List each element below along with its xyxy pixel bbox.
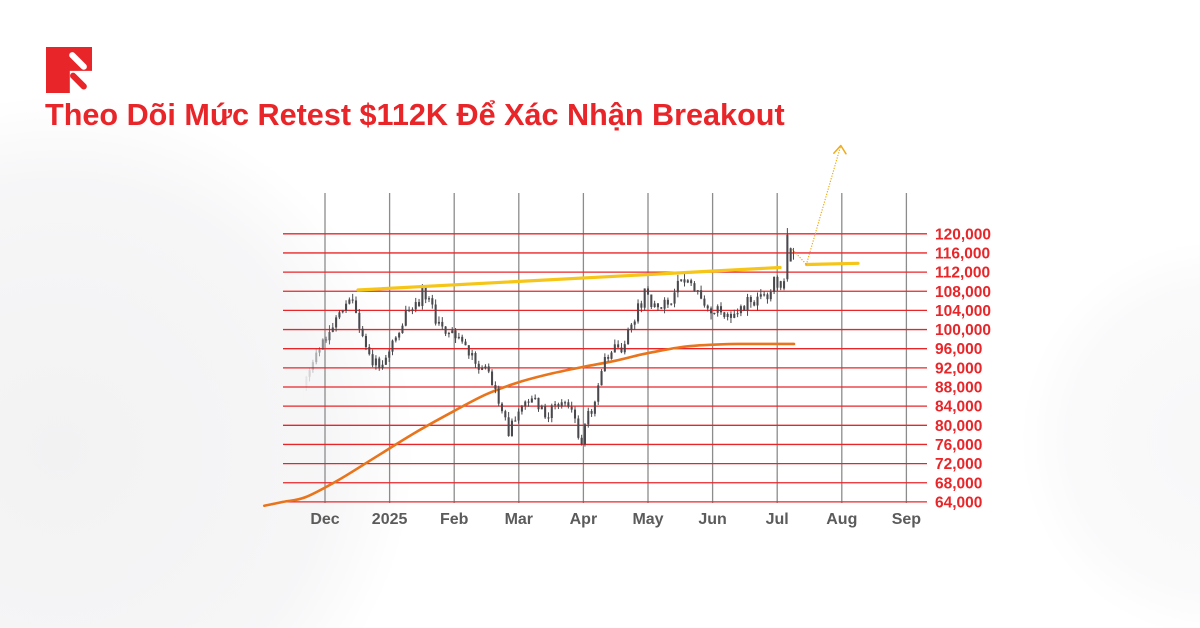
svg-text:72,000: 72,000 — [935, 456, 982, 473]
svg-text:Apr: Apr — [570, 511, 598, 528]
svg-text:68,000: 68,000 — [935, 475, 982, 492]
svg-text:92,000: 92,000 — [935, 360, 982, 377]
svg-text:116,000: 116,000 — [935, 245, 990, 262]
svg-text:Jul: Jul — [766, 511, 789, 528]
svg-text:Dec: Dec — [310, 511, 339, 528]
svg-text:Sep: Sep — [892, 511, 922, 528]
svg-text:108,000: 108,000 — [935, 284, 991, 301]
svg-text:80,000: 80,000 — [935, 418, 982, 435]
svg-text:76,000: 76,000 — [935, 437, 982, 454]
svg-text:Aug: Aug — [826, 511, 857, 528]
svg-text:64,000: 64,000 — [935, 494, 982, 511]
svg-text:88,000: 88,000 — [935, 380, 982, 397]
svg-text:120,000: 120,000 — [935, 226, 991, 243]
svg-text:Feb: Feb — [440, 511, 469, 528]
svg-text:2025: 2025 — [372, 511, 408, 528]
svg-text:Jun: Jun — [698, 511, 726, 528]
svg-text:84,000: 84,000 — [935, 399, 982, 416]
svg-text:96,000: 96,000 — [935, 341, 982, 358]
svg-text:104,000: 104,000 — [935, 303, 991, 320]
svg-text:112,000: 112,000 — [935, 265, 990, 282]
svg-text:Mar: Mar — [505, 511, 533, 528]
svg-text:May: May — [632, 511, 663, 528]
svg-text:100,000: 100,000 — [935, 322, 991, 339]
